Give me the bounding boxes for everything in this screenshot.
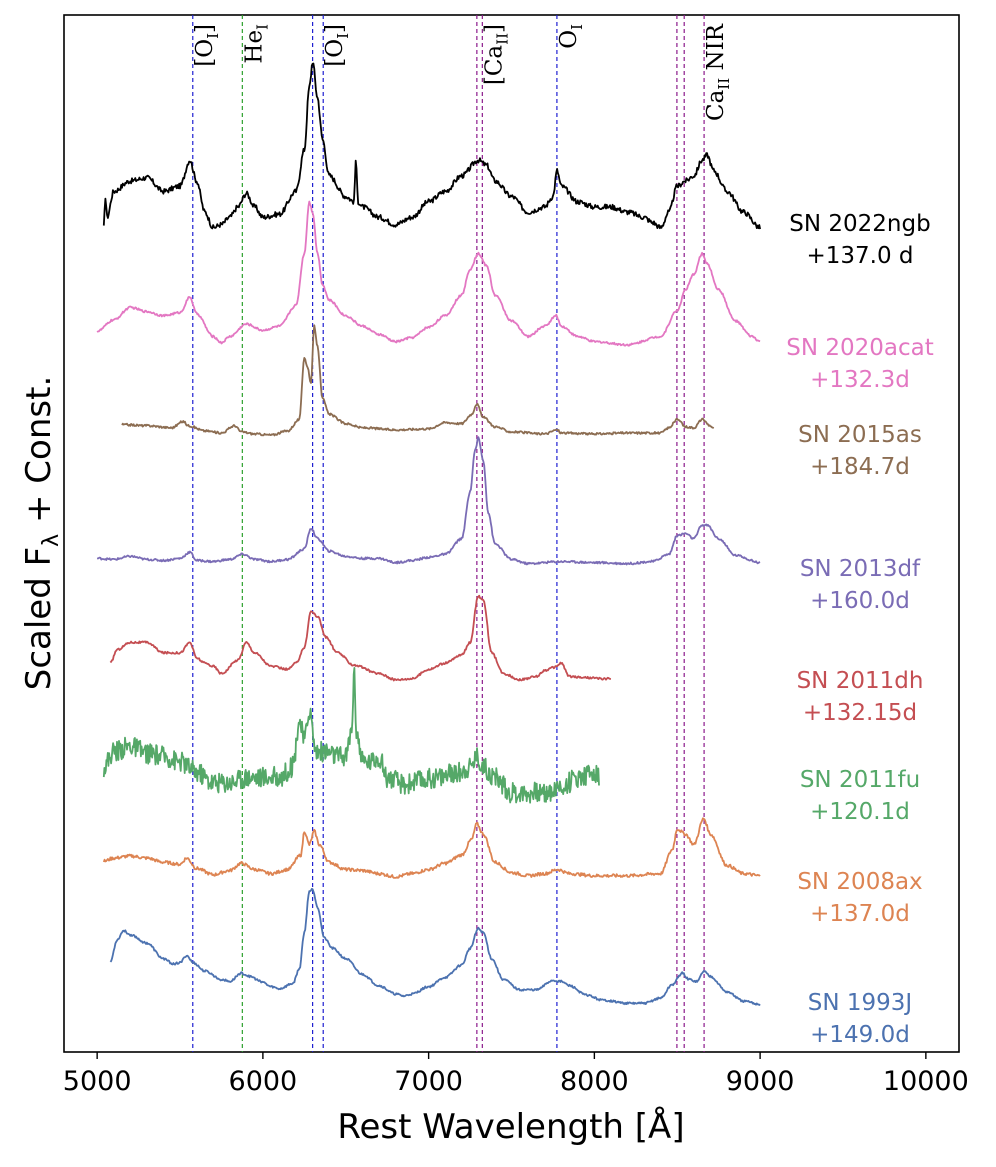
series-phase-label: +160.0d	[810, 588, 910, 614]
series-phase-label: +132.15d	[803, 700, 917, 726]
series-name-label: SN 2011dh	[797, 668, 924, 694]
line-id-label-tail: ]	[192, 24, 218, 33]
x-tick-label: 5000	[63, 1066, 132, 1097]
line-id-label: OI	[556, 24, 586, 49]
series-name-label: SN 2013df	[800, 556, 921, 582]
series-name-label: SN 2011fu	[800, 767, 920, 793]
series-name-label: SN 2020acat	[786, 335, 934, 361]
line-id-label-subscript: II	[715, 78, 733, 90]
line-id-label: [OI]	[322, 24, 352, 67]
series-name-label: SN 2008ax	[797, 869, 922, 895]
series-phase-label: +120.1d	[810, 799, 910, 825]
line-id-label-subscript: I	[204, 33, 222, 39]
series-name-label: SN 2022ngb	[789, 211, 930, 237]
x-tick-label: 10000	[883, 1066, 969, 1097]
line-id-label-main: [O	[322, 39, 348, 67]
line-id-label-tail: NIR	[703, 23, 729, 78]
series-phase-label: +149.0d	[810, 1022, 910, 1048]
x-tick-label: 9000	[726, 1066, 795, 1097]
y-axis-title-subscript: λ	[39, 534, 64, 547]
line-id-label: CaII NIR	[703, 23, 733, 121]
line-id-label-tail: ]	[481, 24, 507, 33]
spectrum-line	[96, 200, 761, 347]
spectrum-line	[102, 667, 600, 804]
series-phase-label: +132.3d	[810, 367, 910, 393]
line-id-label-subscript: II	[493, 33, 511, 45]
line-id-label-subscript: I	[334, 33, 352, 39]
series-phase-label: +137.0d	[810, 901, 910, 927]
line-id-label-main: Ca	[703, 89, 729, 121]
spectrum-line	[102, 817, 761, 879]
spectrum-line	[109, 594, 612, 682]
line-id-label-main: O	[556, 30, 582, 49]
plot-frame	[63, 14, 960, 1053]
y-axis-title-tail: + Const.	[19, 376, 59, 534]
spectrum-line	[121, 324, 715, 437]
spectrum-line	[102, 62, 761, 230]
series-name-label: SN 2015as	[798, 422, 922, 448]
line-id-label-tail: ]	[322, 24, 348, 33]
series-phase-label: +137.0 d	[806, 243, 913, 269]
y-axis-title: Scaled Fλ + Const.	[19, 376, 64, 691]
x-tick-label: 7000	[394, 1066, 463, 1097]
line-id-label-subscript: I	[253, 24, 271, 30]
line-id-label-main: [Ca	[481, 45, 507, 86]
line-id-label: HeI	[241, 24, 271, 64]
line-id-label: [OI]	[192, 24, 222, 67]
line-id-label-main: He	[241, 30, 267, 64]
y-axis-title-main: Scaled F	[19, 547, 59, 690]
series-name-label: SN 1993J	[808, 990, 912, 1016]
spectrum-line	[109, 888, 761, 1006]
x-tick-label: 8000	[560, 1066, 629, 1097]
line-id-label-subscript: I	[568, 24, 586, 30]
line-id-label: [CaII]	[481, 24, 511, 85]
x-tick-label: 6000	[229, 1066, 298, 1097]
spectrum-line	[96, 436, 761, 566]
series-phase-label: +184.7d	[810, 454, 910, 480]
x-axis-title: Rest Wavelength [Å]	[337, 1106, 684, 1147]
line-id-label-main: [O	[192, 39, 218, 67]
